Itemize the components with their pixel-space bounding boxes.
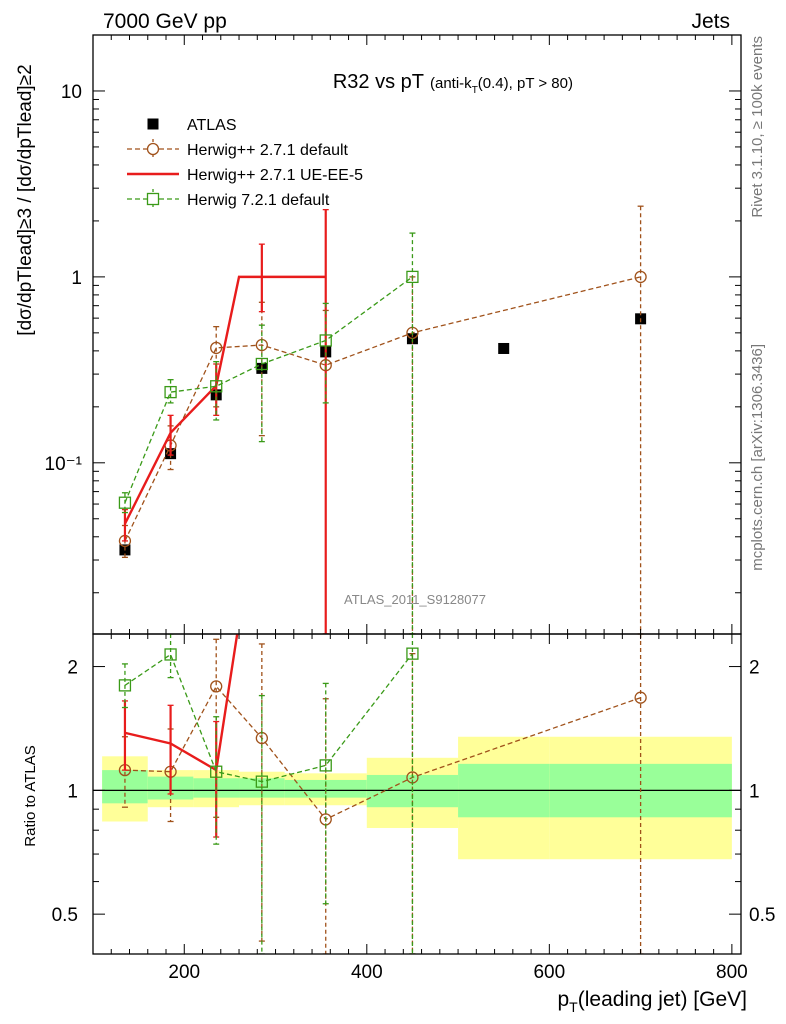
x-axis-label: pT(leading jet) [GeV] xyxy=(557,988,747,1015)
chart-title: R32 vs pT xyxy=(333,71,424,93)
main-herwig-7-2-1-default-point xyxy=(164,385,177,399)
main-herwig-7-2-1-default-line xyxy=(124,276,413,503)
ratio-y-tick-label-right: 0.5 xyxy=(749,905,775,926)
ratio-y-tick-label-left: 0.5 xyxy=(52,905,78,926)
main-herwig-2-7-1-default-line xyxy=(124,276,641,542)
ratio-herwig-2-7-1-default-point xyxy=(210,680,223,693)
x-axis-label-p: p xyxy=(557,988,569,1011)
x-axis-label-subscript: T xyxy=(569,999,578,1015)
main-herwig-2-7-1-default-point xyxy=(210,341,223,355)
header-energy: 7000 GeV pp xyxy=(103,10,227,33)
ratio-data xyxy=(93,634,741,954)
x-tick-label: 600 xyxy=(533,962,565,983)
x-axis-label-suffix: (leading jet) [GeV] xyxy=(578,988,747,1011)
legend-marker-herwig-2-7-1-default xyxy=(146,142,160,156)
ratio-herwig-7-2-1-default-point xyxy=(118,679,132,692)
main-herwig-7-2-1-default-point xyxy=(255,357,268,371)
main-herwig-7-2-1-default-point xyxy=(406,270,419,284)
main-y-tick-label: 1 xyxy=(71,268,82,289)
legend-label-herwig-2-7-1-ue-ee-5: Herwig++ 2.7.1 UE-EE-5 xyxy=(187,167,363,184)
main-herwig-2-7-1-default-point xyxy=(634,270,647,284)
ratio-herwig-2-7-1-default-point xyxy=(634,691,647,704)
ratio-herwig-7-2-1-default-point xyxy=(319,759,332,772)
header-jets: Jets xyxy=(691,10,730,33)
legend-marker-atlas xyxy=(147,118,159,130)
chart-subtitle-suffix: (0.4), pT > 80) xyxy=(478,75,573,92)
side-text-rivet: Rivet 3.1.10, ≥ 100k events xyxy=(749,36,766,218)
main-y-axis-label: [dσ/dpTlead]≥3 / [dσ/dpTlead]≥2 xyxy=(15,64,36,335)
ratio-herwig-7-2-1-default-point xyxy=(164,648,177,661)
main-herwig-2-7-1-ue-ee-5-line xyxy=(123,275,326,525)
legend: ATLAS Herwig++ 2.7.1 default Herwig++ 2.7.… xyxy=(127,117,363,209)
chart-subtitle: (anti-kT(0.4), pT > 80) xyxy=(430,75,573,96)
main-panel: 10 1 10⁻¹ xyxy=(45,34,742,635)
legend-label-herwig-7-2-1-default: Herwig 7.2.1 default xyxy=(187,192,330,209)
analysis-id: ATLAS_2011_S9128077 xyxy=(344,592,486,607)
ratio-herwig-7-2-1-default-point xyxy=(406,647,419,660)
main-y-tick-label: 10⁻¹ xyxy=(45,454,83,475)
chart-subtitle-prefix: (anti-k xyxy=(430,75,472,92)
side-text-mcplots: mcplots.cern.ch [arXiv:1306.3436] xyxy=(749,344,766,571)
ratio-herwig-7-2-1-default-point xyxy=(255,775,268,788)
ratio-herwig-7-2-1-default-point xyxy=(210,765,223,778)
chart-subtitle-subscript: T xyxy=(472,85,478,96)
main-herwig-7-2-1-default-point xyxy=(210,380,223,393)
ratio-y-tick-label-right: 1 xyxy=(749,781,760,802)
main-y-tick-label: 10 xyxy=(61,82,82,103)
main-atlas-point xyxy=(498,342,510,354)
legend-label-herwig-2-7-1-default: Herwig++ 2.7.1 default xyxy=(187,142,349,159)
ratio-y-tick-label-left: 1 xyxy=(67,781,78,802)
x-tick-label: 800 xyxy=(716,962,748,983)
ratio-herwig-7-2-1-default-line xyxy=(124,653,413,783)
legend-label-atlas: ATLAS xyxy=(187,117,237,134)
ratio-frame xyxy=(92,633,742,955)
x-tick-label: 200 xyxy=(168,962,200,983)
ratio-y-axis-label: Ratio to ATLAS xyxy=(22,745,39,846)
ratio-y-tick-label-left: 2 xyxy=(67,658,78,679)
ratio-y-tick-label-right: 2 xyxy=(749,658,760,679)
x-tick-label: 400 xyxy=(351,962,383,983)
main-herwig-7-2-1-default-point xyxy=(118,496,132,509)
main-data xyxy=(118,205,647,634)
main-herwig-7-2-1-default-point xyxy=(319,334,332,347)
ratio-herwig-2-7-1-ue-ee-5-line xyxy=(124,634,239,773)
ratio-panel: 200 400 600 800 0.5 0.5 1 1 2 2 xyxy=(52,633,775,983)
legend-marker-herwig-7-2-1-default xyxy=(146,192,160,206)
